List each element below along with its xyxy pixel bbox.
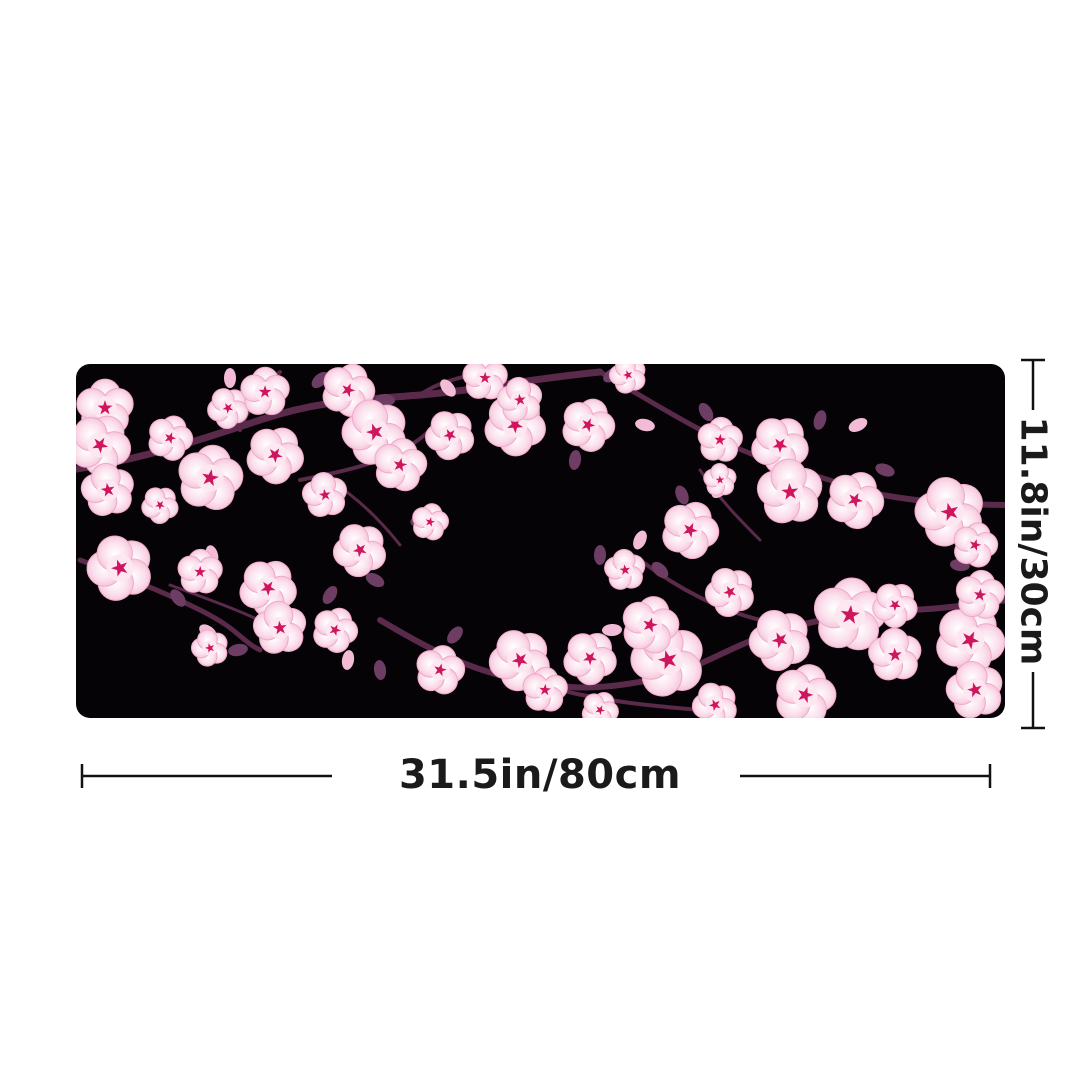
cherry-blossom-icon bbox=[488, 630, 550, 692]
cherry-blossom-icon bbox=[955, 569, 1005, 619]
cherry-blossom-icon bbox=[86, 535, 151, 601]
cherry-blossom-icon bbox=[252, 600, 307, 654]
cherry-blossom-icon bbox=[662, 501, 720, 560]
blossom-bud-icon bbox=[322, 585, 338, 605]
cherry-blossom-icon bbox=[141, 487, 179, 525]
cherry-blossom-icon bbox=[76, 415, 132, 477]
cherry-blossom-icon bbox=[751, 418, 809, 475]
cherry-blossom-icon bbox=[872, 583, 918, 629]
cherry-blossom-icon bbox=[581, 691, 619, 718]
blossom-bud-icon bbox=[568, 450, 582, 470]
blossom-bud-icon bbox=[447, 626, 463, 644]
height-dimension bbox=[1021, 358, 1045, 730]
cherry-blossom-icon bbox=[704, 567, 754, 618]
cherry-blossom-icon bbox=[462, 364, 508, 400]
cherry-blossom-icon bbox=[424, 411, 475, 461]
blossom-bud-icon bbox=[848, 417, 868, 433]
cherry-blossom-icon bbox=[148, 415, 194, 461]
cherry-blossom-icon bbox=[914, 477, 983, 547]
cherry-blossom-icon bbox=[703, 463, 737, 496]
cherry-blossom-icon bbox=[246, 427, 304, 485]
blossom-bud-icon bbox=[635, 418, 655, 432]
blossom-bud-icon bbox=[170, 589, 186, 607]
cherry-blossom-icon bbox=[608, 364, 646, 394]
cherry-blossom-icon bbox=[562, 398, 616, 452]
cherry-blossom-icon bbox=[697, 416, 743, 462]
cherry-blossom-icon bbox=[827, 472, 885, 530]
branch bbox=[558, 688, 702, 712]
blossom-bud-icon bbox=[373, 660, 387, 680]
cherry-blossom-icon bbox=[691, 682, 737, 718]
cherry-blossom-icon bbox=[522, 666, 568, 712]
blossom-bud-icon bbox=[440, 379, 456, 397]
cherry-blossom-icon bbox=[945, 661, 1003, 718]
blossom-bud-icon bbox=[651, 561, 669, 579]
blossom-bud-icon bbox=[698, 402, 714, 422]
cherry-blossom-icon bbox=[374, 437, 428, 492]
cherry-blossom-icon bbox=[563, 632, 617, 686]
cherry-blossom-icon bbox=[604, 548, 646, 590]
blossom-bud-icon bbox=[675, 485, 689, 505]
height-label: 11.8in/30cm bbox=[1012, 416, 1054, 666]
cherry-blossom-icon bbox=[332, 524, 387, 578]
cherry-blossom-icon bbox=[748, 609, 810, 672]
cherry-blossom-icon bbox=[80, 462, 134, 517]
width-dimension bbox=[80, 764, 992, 788]
width-label: 31.5in/80cm bbox=[398, 752, 682, 798]
blossom-bud-icon bbox=[602, 623, 622, 637]
flowers bbox=[76, 364, 1005, 718]
cherry-blossom-icon bbox=[953, 522, 999, 568]
cherry-blossom-pattern bbox=[76, 364, 1005, 718]
blossom-bud-icon bbox=[593, 545, 607, 565]
blossom-bud-icon bbox=[341, 650, 355, 670]
cherry-blossom-icon bbox=[240, 366, 290, 416]
cherry-blossom-icon bbox=[177, 548, 223, 594]
cherry-blossom-icon bbox=[776, 664, 837, 718]
blossom-bud-icon bbox=[365, 572, 385, 588]
blossom-bud-icon bbox=[813, 410, 827, 430]
blossom-bud-icon bbox=[875, 463, 895, 477]
blossom-bud-icon bbox=[228, 643, 248, 657]
cherry-blossom-icon bbox=[622, 596, 680, 654]
cherry-blossom-icon bbox=[416, 645, 466, 695]
cherry-blossom-icon bbox=[412, 503, 450, 541]
cherry-blossom-icon bbox=[756, 458, 823, 524]
blossom-bud-icon bbox=[633, 530, 647, 550]
cherry-blossom-icon bbox=[313, 607, 359, 653]
cherry-blossom-icon bbox=[178, 444, 244, 511]
cherry-blossom-icon bbox=[239, 560, 297, 618]
cherry-blossom-icon bbox=[207, 388, 249, 430]
cherry-blossom-icon bbox=[497, 376, 543, 422]
cherry-blossom-icon bbox=[190, 629, 228, 667]
blossom-bud-icon bbox=[224, 368, 236, 388]
cherry-blossom-icon bbox=[868, 627, 922, 681]
cherry-blossom-icon bbox=[301, 471, 348, 518]
